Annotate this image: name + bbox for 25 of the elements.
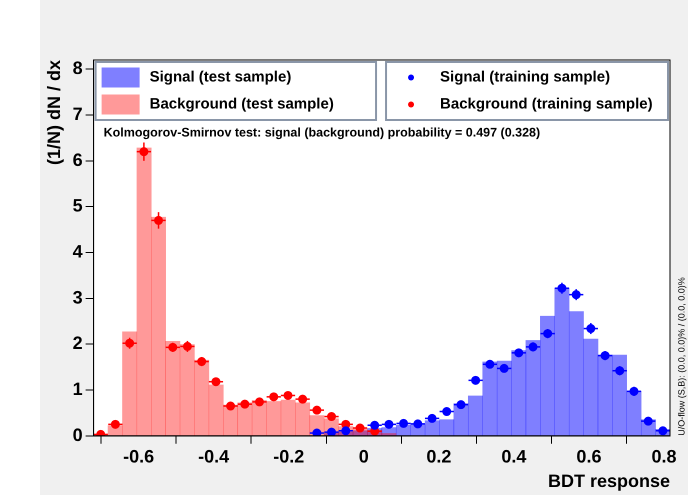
legend-label: Signal (training sample)	[440, 68, 610, 86]
y-tick-label: 0	[72, 424, 83, 445]
legend-label: Background (training sample)	[440, 96, 653, 113]
y-tick-label: 5	[72, 196, 83, 216]
y-tick-label: 1	[72, 378, 83, 399]
y-tick-label: 3	[72, 287, 83, 308]
text: U/O-flow (S,B): (0.0, 0.0)% / (0.0, 0.0)%	[676, 277, 686, 436]
legend-label: Signal (test sample)	[150, 68, 292, 86]
x-tick-label: 0.4	[501, 446, 526, 467]
x-tick-label: 0.8	[651, 446, 677, 467]
x-tick-label: 0	[358, 446, 369, 467]
x-tick-label: 0.6	[576, 446, 602, 467]
y-tick-label: 8	[72, 58, 83, 78]
x-tick-label: -0.6	[123, 446, 154, 467]
y-tick-label: 4	[72, 241, 83, 262]
y-tick-label: 7	[72, 104, 83, 124]
annotation: Kolmogorov-Smirnov test: signal (background) probability = 0.497 (0.328)	[104, 125, 540, 140]
x-tick-label: -0.4	[198, 446, 230, 467]
legend-label: Background (test sample)	[150, 96, 334, 113]
y-tick-label: 6	[72, 150, 83, 170]
x-tick-label: 0.2	[426, 446, 452, 467]
y-axis-title: (1/N) dN / dx	[44, 60, 64, 166]
y-tick-label: 2	[72, 333, 83, 354]
x-axis-title: BDT response	[548, 471, 670, 492]
x-tick-label: -0.2	[273, 446, 304, 467]
